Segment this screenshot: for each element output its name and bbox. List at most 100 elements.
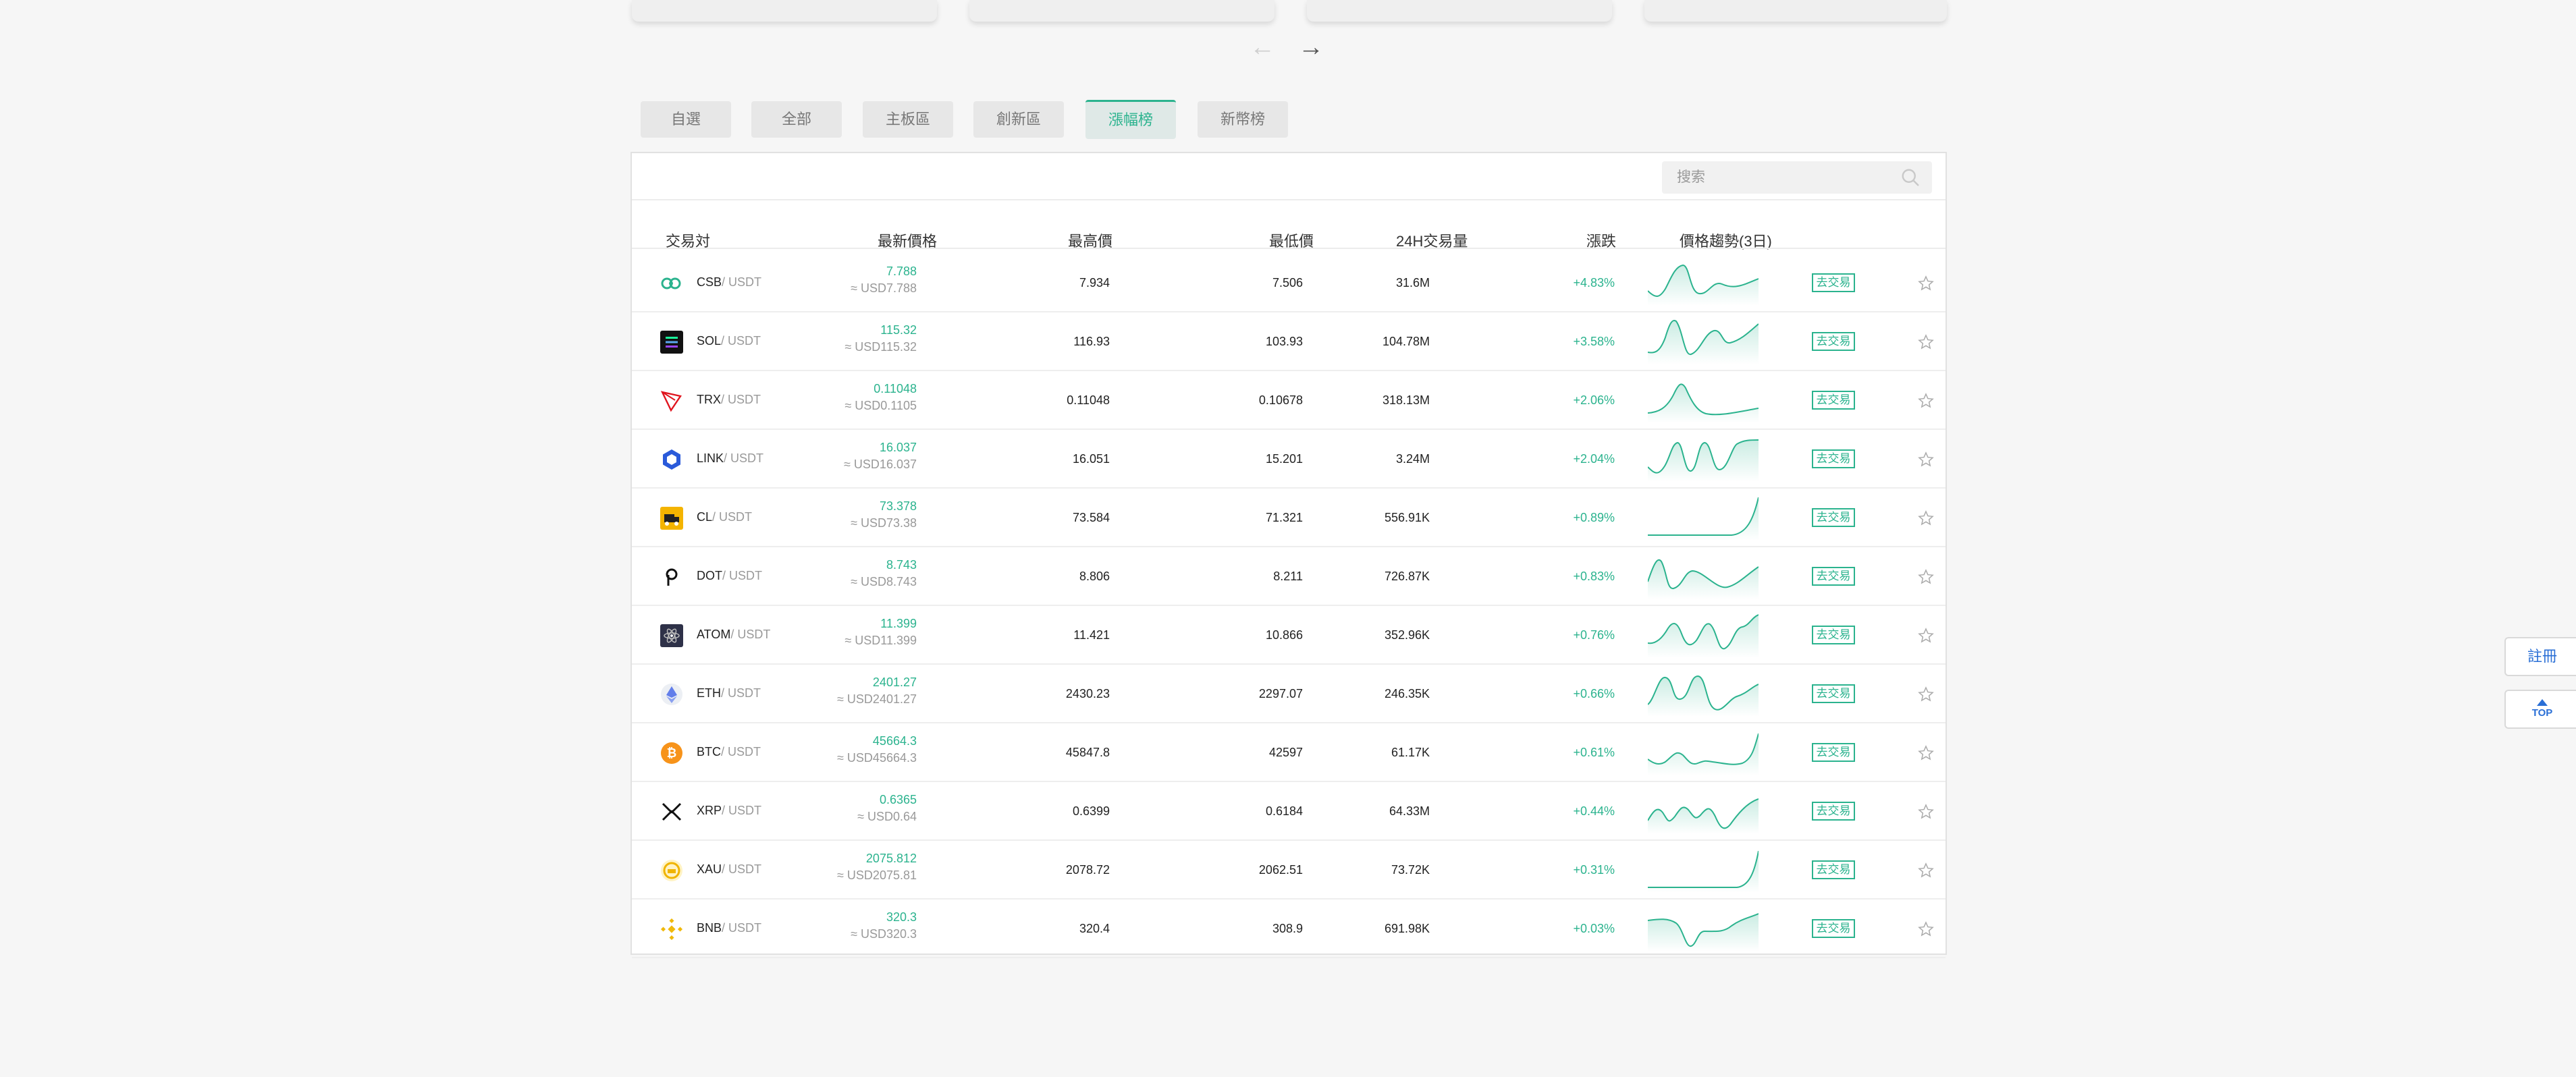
pair-label[interactable]: CSB/ USDT (697, 275, 761, 289)
trade-button[interactable]: 去交易 (1812, 626, 1855, 644)
table-row[interactable]: LINK/ USDT 16.037 ≈ USD16.037 16.051 15.201 3… (632, 429, 1946, 489)
favorite-star-icon[interactable] (1918, 745, 1934, 761)
last-price: 0.11048 (874, 382, 917, 395)
col-pair[interactable]: 交易対 (666, 233, 711, 250)
favorite-star-icon[interactable] (1918, 921, 1934, 937)
quote-symbol: / USDT (730, 628, 771, 641)
pair-label[interactable]: TRX/ USDT (697, 393, 761, 407)
change-percent: +0.03% (1573, 922, 1615, 935)
change-percent: +0.76% (1573, 628, 1615, 642)
csb-icon (660, 272, 683, 295)
pair-label[interactable]: XAU/ USDT (697, 862, 761, 877)
low-price: 0.10678 (1258, 393, 1303, 407)
trend-sparkline (1648, 733, 1759, 775)
trade-button[interactable]: 去交易 (1812, 567, 1855, 586)
favorite-star-icon[interactable] (1918, 628, 1934, 644)
table-row[interactable]: XAU/ USDT 2075.812 ≈ USD2075.81 2078.72 2062… (632, 840, 1946, 900)
favorite-star-icon[interactable] (1918, 686, 1934, 702)
quote-symbol: / USDT (722, 275, 762, 289)
pair-label[interactable]: ATOM/ USDT (697, 628, 770, 642)
carousel-card[interactable] (1307, 0, 1612, 22)
trade-button[interactable]: 去交易 (1812, 391, 1855, 410)
high-price: 16.051 (1072, 452, 1110, 466)
pair-label[interactable]: BTC/ USDT (697, 745, 761, 759)
search-input[interactable] (1662, 169, 1898, 186)
row-divider (632, 722, 1946, 723)
usd-price: ≈ USD2075.81 (837, 868, 917, 882)
table-row[interactable]: CL/ USDT 73.378 ≈ USD73.38 73.584 71.321 556.… (632, 488, 1946, 547)
xau-icon (660, 859, 683, 882)
base-symbol: SOL (697, 334, 722, 348)
trend-sparkline (1648, 798, 1759, 834)
favorite-star-icon[interactable] (1918, 510, 1934, 526)
pair-label[interactable]: LINK/ USDT (697, 451, 763, 466)
trade-button[interactable]: 去交易 (1812, 273, 1855, 292)
carousel-card[interactable] (1644, 0, 1947, 22)
col-high[interactable]: 最高價 (1068, 233, 1113, 250)
col-last-price[interactable]: 最新價格 (878, 233, 938, 250)
carousel-prev-arrow-icon[interactable]: ← (1250, 33, 1275, 61)
low-price: 103.93 (1265, 335, 1303, 348)
trade-button[interactable]: 去交易 (1812, 919, 1855, 938)
carousel-card[interactable] (969, 0, 1274, 22)
register-button[interactable]: 註冊 (2504, 637, 2576, 676)
table-row[interactable]: SOL/ USDT 115.32 ≈ USD115.32 116.93 103.93 10… (632, 312, 1946, 371)
pair-label[interactable]: ETH/ USDT (697, 686, 761, 700)
table-row[interactable]: TRX/ USDT 0.11048 ≈ USD0.1105 0.11048 0.1067… (632, 370, 1946, 430)
tab-0[interactable]: 自選 (641, 101, 731, 138)
pair-label[interactable]: CL/ USDT (697, 510, 752, 524)
tab-4[interactable]: 漲幅榜 (1085, 100, 1176, 139)
tab-2[interactable]: 主板區 (863, 101, 953, 138)
col-low[interactable]: 最低價 (1269, 233, 1314, 250)
pair-label[interactable]: SOL/ USDT (697, 334, 761, 348)
favorite-star-icon[interactable] (1918, 569, 1934, 585)
carousel-card[interactable] (632, 0, 937, 22)
table-row[interactable]: DOT/ USDT 8.743 ≈ USD8.743 8.806 8.211 726.87… (632, 547, 1946, 606)
base-symbol: ATOM (697, 628, 731, 641)
trade-button[interactable]: 去交易 (1812, 332, 1855, 351)
tab-3[interactable]: 創新區 (973, 101, 1064, 138)
favorite-star-icon[interactable] (1918, 275, 1934, 292)
trade-button[interactable]: 去交易 (1812, 449, 1855, 468)
table-row[interactable]: ₿ BTC/ USDT 45664.3 ≈ USD45664.3 45847.8 4259… (632, 723, 1946, 782)
change-percent: +4.83% (1573, 276, 1615, 289)
top-label: TOP (2531, 707, 2553, 719)
trade-button[interactable]: 去交易 (1812, 684, 1855, 703)
table-row[interactable]: ETH/ USDT 2401.27 ≈ USD2401.27 2430.23 2297.… (632, 664, 1946, 723)
volume: 73.72K (1391, 863, 1430, 877)
favorite-star-icon[interactable] (1918, 393, 1934, 409)
quote-symbol: / USDT (724, 451, 764, 465)
xrp-icon (660, 800, 683, 823)
trade-button[interactable]: 去交易 (1812, 860, 1855, 879)
trade-button[interactable]: 去交易 (1812, 743, 1855, 762)
usd-price: ≈ USD0.64 (857, 810, 917, 823)
back-to-top-button[interactable]: TOP (2504, 690, 2576, 729)
col-volume[interactable]: 24H交易量 (1396, 233, 1468, 250)
trend-sparkline (1648, 264, 1759, 306)
base-symbol: BTC (697, 745, 721, 758)
quote-symbol: / USDT (722, 804, 762, 817)
col-change[interactable]: 漲跌 (1586, 233, 1617, 250)
quote-symbol: / USDT (712, 510, 753, 524)
change-percent: +0.83% (1573, 570, 1615, 583)
carousel-next-arrow-icon[interactable]: → (1298, 33, 1324, 61)
tab-1[interactable]: 全部 (751, 101, 842, 138)
favorite-star-icon[interactable] (1918, 451, 1934, 468)
pair-label[interactable]: BNB/ USDT (697, 921, 761, 935)
table-row[interactable]: CSB/ USDT 7.788 ≈ USD7.788 7.934 7.506 31.6M +… (632, 253, 1946, 312)
tab-5[interactable]: 新幣榜 (1198, 101, 1288, 138)
trade-button[interactable]: 去交易 (1812, 508, 1855, 527)
high-price: 73.584 (1072, 511, 1110, 524)
favorite-star-icon[interactable] (1918, 862, 1934, 879)
table-row[interactable]: XRP/ USDT 0.6365 ≈ USD0.64 0.6399 0.6184 64.3… (632, 781, 1946, 841)
search-box[interactable] (1662, 161, 1932, 194)
usd-price: ≈ USD115.32 (844, 340, 917, 354)
search-icon[interactable] (1898, 165, 1923, 190)
favorite-star-icon[interactable] (1918, 804, 1934, 820)
trade-button[interactable]: 去交易 (1812, 802, 1855, 821)
table-row[interactable]: ATOM/ USDT 11.399 ≈ USD11.399 11.421 10.866 3… (632, 605, 1946, 665)
favorite-star-icon[interactable] (1918, 334, 1934, 350)
table-row[interactable]: BNB/ USDT 320.3 ≈ USD320.3 320.4 308.9 691.98… (632, 899, 1946, 958)
pair-label[interactable]: XRP/ USDT (697, 804, 761, 818)
pair-label[interactable]: DOT/ USDT (697, 569, 762, 583)
